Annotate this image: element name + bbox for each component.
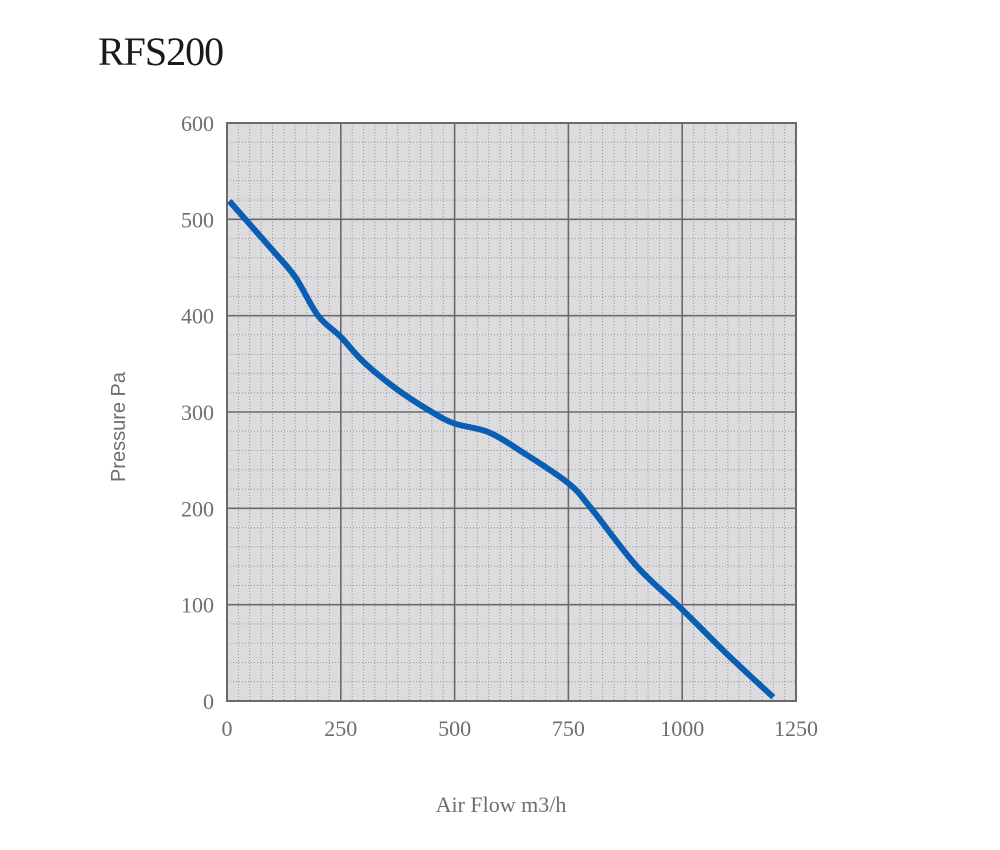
- performance-curve: [227, 199, 776, 700]
- x-tick-label: 1000: [660, 716, 704, 741]
- x-axis-ticks: 0 250 500 750 1000 1250: [222, 716, 819, 741]
- x-tick-label: 250: [324, 716, 357, 741]
- chart-title: RFS200: [98, 29, 224, 74]
- y-tick-label: 200: [181, 496, 214, 521]
- y-tick-label: 0: [203, 689, 214, 714]
- y-tick-label: 500: [181, 207, 214, 232]
- y-axis-label: Pressure Pa: [108, 371, 130, 482]
- y-tick-label: 300: [181, 400, 214, 425]
- x-tick-label: 0: [222, 716, 233, 741]
- y-tick-label: 400: [181, 304, 214, 329]
- y-axis-ticks: 0 100 200 300 400 500 600: [181, 111, 214, 714]
- curve-line: [227, 199, 776, 700]
- x-tick-label: 500: [438, 716, 471, 741]
- major-grid: [226, 122, 797, 702]
- x-tick-label: 750: [552, 716, 585, 741]
- x-axis-label: Air Flow m3/h: [436, 792, 567, 817]
- y-tick-label: 100: [181, 593, 214, 618]
- y-tick-label: 600: [181, 111, 214, 136]
- x-tick-label: 1250: [774, 716, 818, 741]
